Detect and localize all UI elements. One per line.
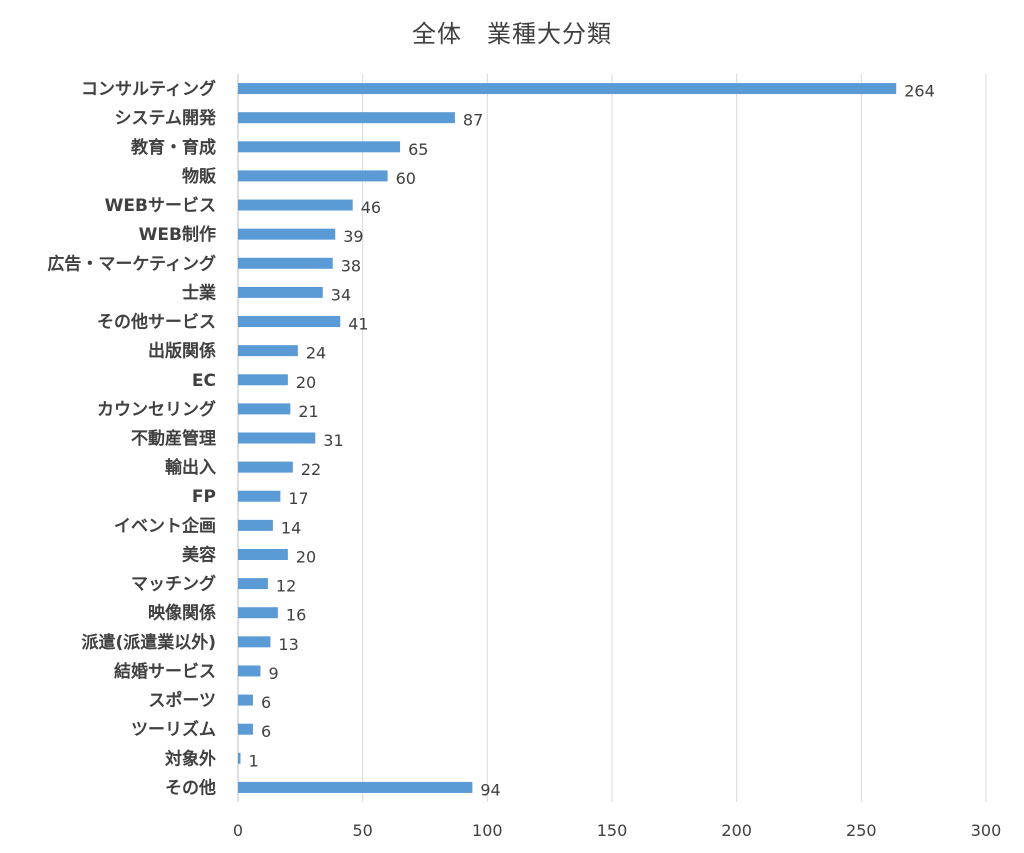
data-label: 24	[306, 344, 326, 363]
data-label: 14	[281, 518, 301, 537]
data-label: 1	[248, 751, 258, 770]
category-label: マッチング	[131, 574, 216, 595]
data-label: 46	[361, 198, 381, 217]
data-label: 94	[480, 780, 500, 799]
category-label: システム開発	[115, 108, 217, 129]
x-tick-label: 150	[597, 821, 628, 840]
bar	[238, 432, 316, 444]
data-label: 264	[904, 82, 935, 101]
data-label: 87	[463, 111, 483, 130]
data-label: 60	[396, 169, 416, 188]
category-label: 物販	[182, 166, 217, 187]
bar	[238, 403, 291, 415]
bar	[238, 723, 253, 735]
bar	[238, 345, 298, 357]
chart-title: 全体 業種大分類	[412, 20, 612, 48]
category-label: 結婚サービス	[114, 661, 216, 682]
bar	[238, 141, 401, 153]
data-label: 20	[296, 373, 316, 392]
category-label: 不動産管理	[131, 428, 216, 449]
bar	[238, 316, 341, 328]
bar	[238, 578, 268, 590]
data-label: 9	[268, 664, 278, 683]
data-label: 20	[296, 547, 316, 566]
category-label: 派遣(派遣業以外)	[81, 632, 216, 653]
bar	[238, 781, 473, 793]
data-label: 13	[278, 635, 298, 654]
category-label: 美容	[182, 544, 216, 565]
category-label: イベント企画	[114, 515, 216, 536]
bar	[238, 199, 353, 211]
data-label: 21	[298, 402, 318, 421]
x-tick-label: 100	[472, 821, 503, 840]
data-label: 12	[276, 577, 296, 596]
category-label: その他	[165, 777, 216, 798]
data-label: 38	[341, 256, 361, 275]
data-label: 6	[261, 693, 271, 712]
bar	[238, 461, 293, 473]
bar	[238, 112, 455, 124]
category-label: カウンセリング	[97, 399, 216, 420]
x-tick-label: 50	[352, 821, 372, 840]
data-label: 6	[261, 722, 271, 741]
category-label: WEB制作	[139, 224, 216, 245]
bar	[238, 257, 333, 269]
bar	[238, 548, 288, 560]
bar	[238, 752, 241, 764]
x-tick-label: 200	[721, 821, 752, 840]
data-label: 31	[323, 431, 343, 450]
bar	[238, 519, 273, 531]
x-tick-label: 0	[233, 821, 243, 840]
category-label: ツーリズム	[131, 719, 216, 740]
category-label: 広告・マーケティング	[47, 253, 216, 274]
bar	[238, 694, 253, 706]
bar	[238, 83, 897, 95]
bar	[238, 636, 271, 648]
data-label: 17	[288, 489, 308, 508]
data-label: 22	[301, 460, 321, 479]
category-label: 出版関係	[148, 341, 216, 362]
category-label: 教育・育成	[130, 137, 216, 158]
bar	[238, 665, 261, 677]
category-label: FP	[192, 487, 216, 507]
data-label: 41	[348, 315, 368, 334]
bar	[238, 607, 278, 619]
data-label: 65	[408, 140, 428, 159]
category-label: スポーツ	[148, 690, 216, 711]
category-label: 輸出入	[165, 457, 216, 478]
category-label: その他サービス	[97, 312, 216, 333]
category-label: 対象外	[164, 748, 216, 769]
category-label: 士業	[182, 282, 216, 303]
x-tick-label: 300	[971, 821, 1002, 840]
category-label: コンサルティング	[81, 79, 216, 100]
bar	[238, 228, 336, 240]
x-tick-label: 250	[846, 821, 877, 840]
data-label: 39	[343, 227, 363, 246]
bar	[238, 490, 281, 502]
data-label: 34	[331, 285, 351, 304]
bar	[238, 170, 388, 182]
bar	[238, 374, 288, 386]
data-label: 16	[286, 606, 306, 625]
category-label: WEBサービス	[105, 196, 216, 216]
category-label: 映像関係	[148, 603, 216, 624]
category-label: EC	[192, 371, 216, 391]
bar	[238, 286, 323, 298]
